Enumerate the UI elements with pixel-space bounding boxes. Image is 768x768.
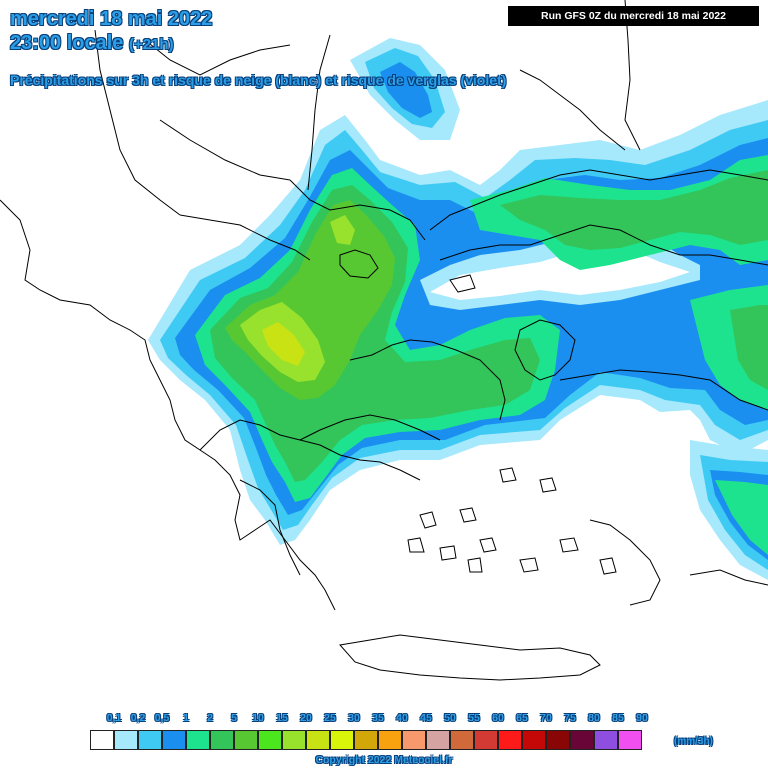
legend-swatch: [258, 730, 282, 750]
date-title: mercredi 18 mai 2022: [10, 8, 213, 30]
legend-swatch: [210, 730, 234, 750]
legend-unit: (mm/3h): [674, 736, 713, 747]
color-legend: 0,1 0,2 0,5 1 2 5 10 15 20 25 30 35 40 45 50 55 60 65 70 75…: [90, 712, 666, 752]
legend-label: 0,2: [130, 712, 146, 724]
coastlines: [0, 0, 768, 681]
legend-label: 90: [636, 712, 648, 724]
legend-label: 40: [396, 712, 408, 724]
legend-label: 15: [276, 712, 288, 724]
precip-mod5: [210, 170, 768, 482]
legend-label: 0,1: [106, 712, 122, 724]
legend-swatch: [570, 730, 594, 750]
run-info-badge: Run GFS 0Z du mercredi 18 mai 2022: [508, 6, 759, 26]
legend-swatch: [378, 730, 402, 750]
legend-label: 20: [300, 712, 312, 724]
legend-label: 30: [348, 712, 360, 724]
legend-label: 10: [252, 712, 264, 724]
legend-label: 35: [372, 712, 384, 724]
time-title: 23:00 locale (+21h): [10, 32, 174, 55]
legend-swatch: [186, 730, 210, 750]
legend-swatch: [546, 730, 570, 750]
map-subtitle: Précipitations sur 3h et risque de neige…: [10, 72, 507, 88]
legend-swatch: [618, 730, 642, 750]
legend-label: 75: [564, 712, 576, 724]
legend-swatch: [90, 730, 114, 750]
legend-swatch: [426, 730, 450, 750]
local-time: 23:00 locale: [10, 32, 124, 54]
legend-label: 65: [516, 712, 528, 724]
legend-swatch: [306, 730, 330, 750]
lead-time: (+21h): [128, 36, 174, 53]
legend-swatch: [330, 730, 354, 750]
legend-swatch: [354, 730, 378, 750]
legend-label: 25: [324, 712, 336, 724]
legend-swatch: [498, 730, 522, 750]
legend-swatch: [234, 730, 258, 750]
legend-label: 2: [207, 712, 213, 724]
legend-swatch: [450, 730, 474, 750]
legend-label: 60: [492, 712, 504, 724]
legend-swatch: [114, 730, 138, 750]
legend-label: 55: [468, 712, 480, 724]
legend-label: 70: [540, 712, 552, 724]
legend-swatch: [594, 730, 618, 750]
legend-swatch: [402, 730, 426, 750]
legend-swatch: [162, 730, 186, 750]
copyright: Copyright 2022 Meteociel.fr: [315, 754, 453, 766]
legend-label: 1: [183, 712, 189, 724]
legend-swatch: [282, 730, 306, 750]
precip-heavy25: [262, 322, 305, 366]
legend-label: 85: [612, 712, 624, 724]
legend-label: 5: [231, 712, 237, 724]
legend-label: 50: [444, 712, 456, 724]
legend-label: 45: [420, 712, 432, 724]
legend-swatch: [522, 730, 546, 750]
legend-swatch: [474, 730, 498, 750]
legend-swatch: [138, 730, 162, 750]
legend-label: 80: [588, 712, 600, 724]
legend-label: 0,5: [154, 712, 170, 724]
